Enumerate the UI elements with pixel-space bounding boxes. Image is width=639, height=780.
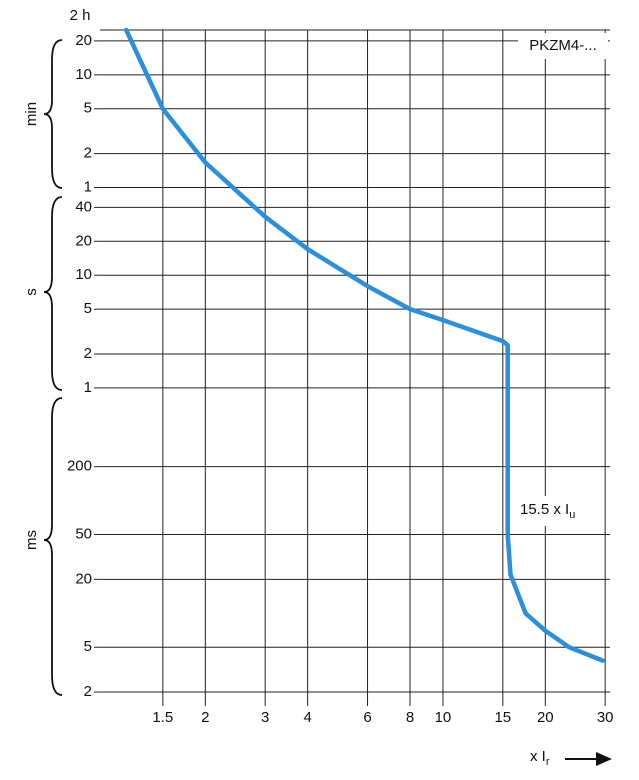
annotation-bg (516, 496, 592, 526)
y-tick-label: 20 (75, 232, 92, 249)
y-tick-label: 2 (84, 683, 92, 700)
y-top-label: 2 h (70, 7, 91, 24)
brace (43, 39, 63, 189)
y-tick-label: 10 (75, 266, 92, 283)
y-tick-label: 2 (84, 145, 92, 162)
annotation-bg (518, 33, 608, 59)
marks (123, 27, 605, 663)
x-tick-label: 6 (363, 709, 371, 726)
x-tick-label: 4 (303, 709, 311, 726)
x-label-subscript: r (546, 756, 550, 768)
y-tick-label: 200 (67, 458, 92, 475)
annotation: PKZM4-... (529, 37, 597, 54)
x-axis-label: x Ir (530, 748, 550, 768)
unit-label: min (23, 102, 40, 126)
arrow-head (596, 752, 612, 766)
x-tick-label: 30 (597, 709, 614, 726)
x-tick-label: 20 (537, 709, 554, 726)
x-tick-label: 3 (261, 709, 269, 726)
x-tick-label: 1.5 (152, 709, 173, 726)
y-tick-label: 40 (75, 198, 92, 215)
curve (123, 27, 605, 663)
y-tick-label: 2 (84, 345, 92, 362)
x-tick-label: 10 (435, 709, 452, 726)
y-tick-label: 50 (75, 525, 92, 542)
y-tick-label: 20 (75, 570, 92, 587)
unit-label: ms (23, 530, 40, 550)
y-tick-label: 5 (84, 100, 92, 117)
y-tick-label: 5 (84, 300, 92, 317)
annotation-text: 15.5 x I (520, 501, 569, 518)
y-tick-label: 10 (75, 66, 92, 83)
grid: 20 10 5 2 1 40 20 10 5 2 1 200 50 20 5 2 1.5 2 3 4 6 8 10 15 20 3… (67, 29, 614, 726)
brace (43, 397, 63, 696)
x-tick-label: 15 (494, 709, 511, 726)
y-tick-label: 5 (84, 638, 92, 655)
y-tick-label: 1 (84, 379, 92, 396)
x-tick-label: 8 (406, 709, 414, 726)
annotation-subscript: u (569, 509, 575, 521)
y-tick-label: 1 (84, 178, 92, 195)
y-tick-label: 20 (75, 32, 92, 49)
x-tick-label: 2 (201, 709, 209, 726)
unit-label: s (23, 288, 40, 296)
annotation: 15.5 x Iu (520, 501, 575, 521)
x-label-text: x I (530, 748, 546, 765)
brace (43, 196, 63, 391)
